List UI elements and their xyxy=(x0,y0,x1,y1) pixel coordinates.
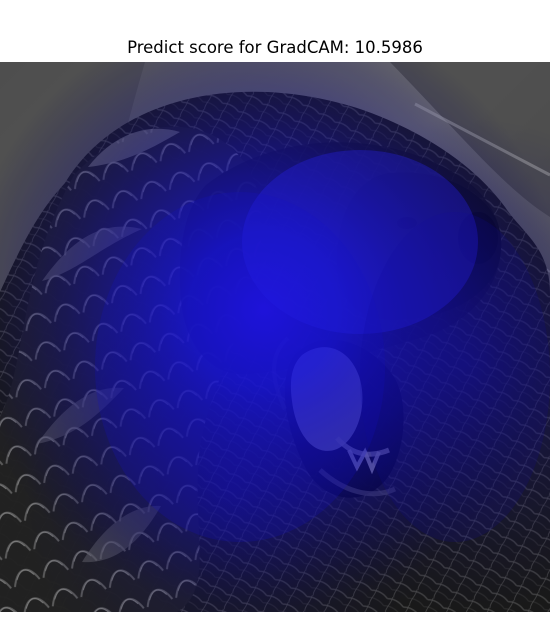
figure-title: Predict score for GradCAM: 10.5986 xyxy=(127,38,423,57)
dog-gradcam-svg xyxy=(0,62,550,612)
gradcam-heatmap-overlay xyxy=(0,62,550,612)
heatmap-hotspot xyxy=(242,150,478,334)
gradcam-image xyxy=(0,62,550,612)
